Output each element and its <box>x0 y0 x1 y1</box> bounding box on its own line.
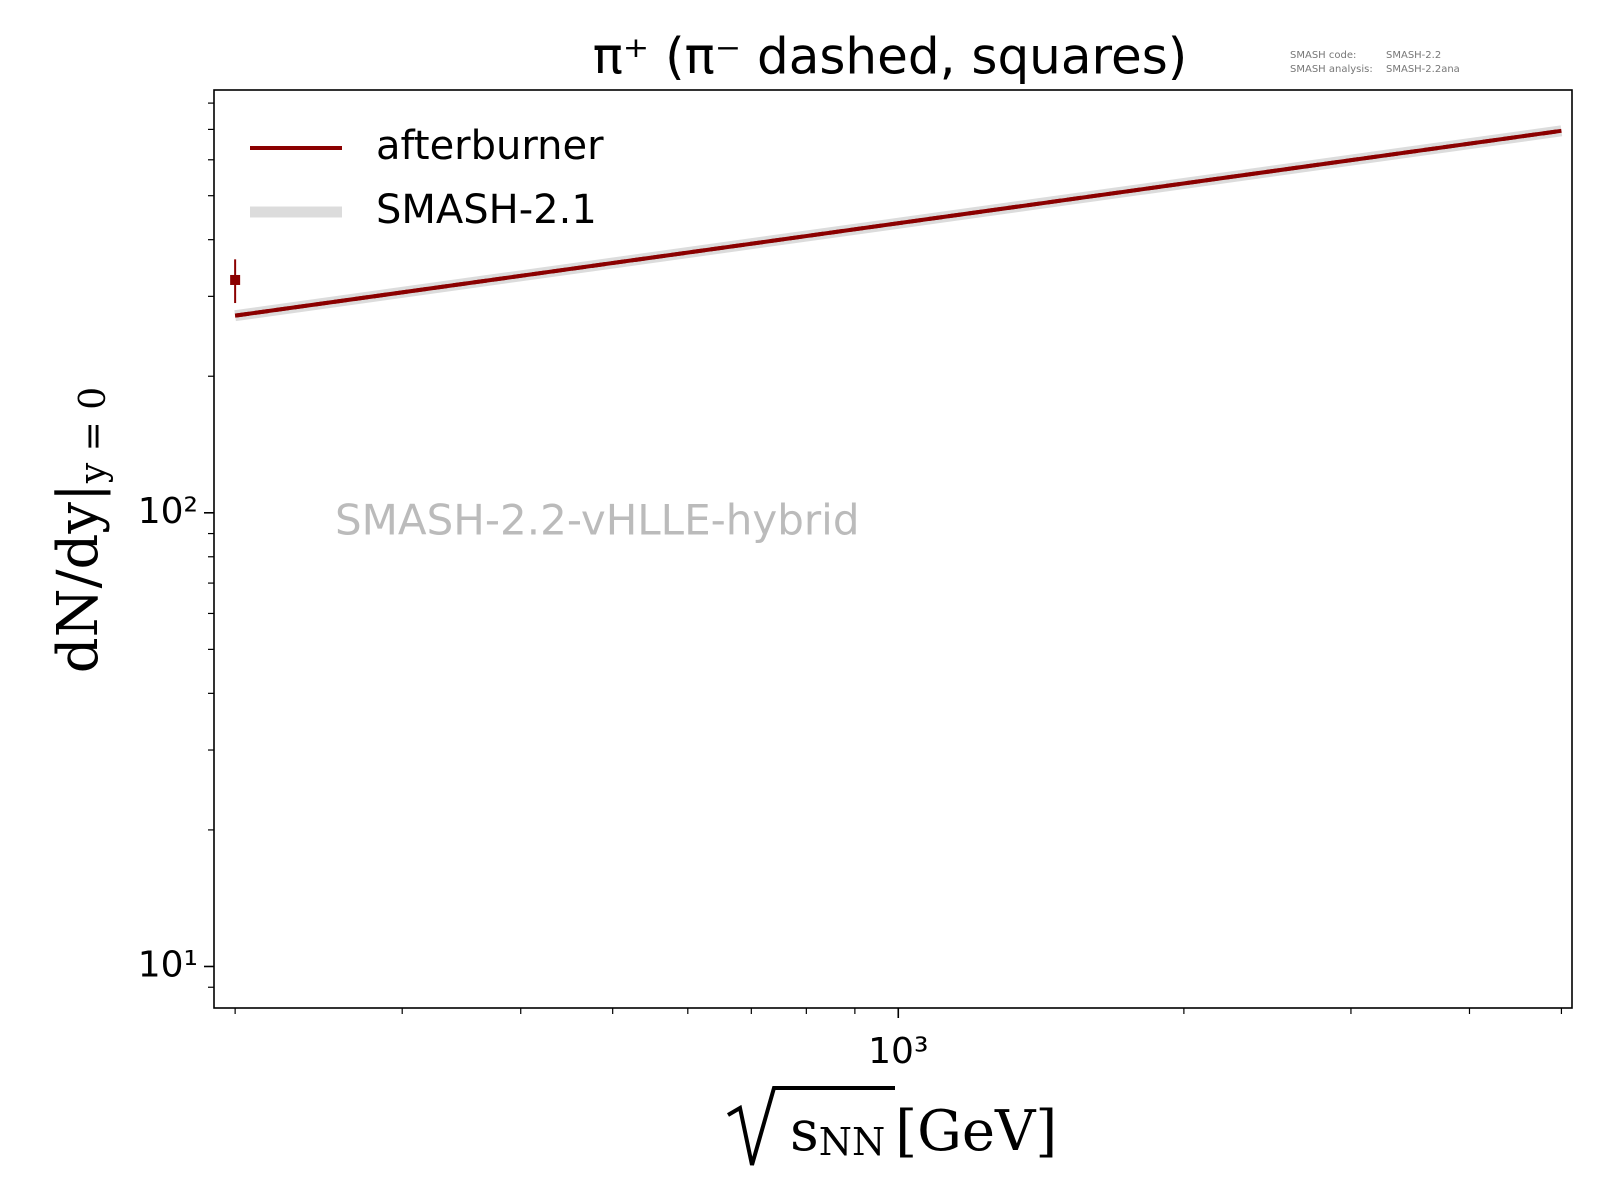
y-axis-label: dN/dy|y = 0 <box>46 387 115 673</box>
watermark: SMASH-2.2-vHLLE-hybrid <box>335 496 860 545</box>
plot-frame <box>213 89 1573 1009</box>
y-tick-label: 10² <box>138 491 198 532</box>
legend-label: SMASH-2.1 <box>376 187 597 233</box>
info-text: SMASH analysis: <box>1290 64 1373 75</box>
x-axis-label: sNN [GeV] <box>790 1099 1057 1164</box>
y-tick-label: 10¹ <box>138 944 198 985</box>
info-text: SMASH-2.2ana <box>1386 64 1460 75</box>
legend-label: afterburner <box>376 123 604 169</box>
x-axis-label-unit: [GeV] <box>895 1099 1057 1164</box>
data-point <box>230 274 241 285</box>
info-text: SMASH code: <box>1290 50 1356 61</box>
radical <box>726 1086 895 1166</box>
x-tick-label: 10³ <box>868 1031 928 1072</box>
chart-title: π⁺ (π⁻ dashed, squares) <box>593 28 1188 86</box>
y-axis-label-main: dN/dy| <box>46 483 111 673</box>
x-axis-label-sub: NN <box>819 1120 886 1164</box>
series-line <box>234 128 1562 318</box>
info-text: SMASH-2.2 <box>1386 50 1441 61</box>
y-axis-label-sub: y = 0 <box>73 387 114 484</box>
x-axis-label-var: s <box>790 1099 819 1164</box>
